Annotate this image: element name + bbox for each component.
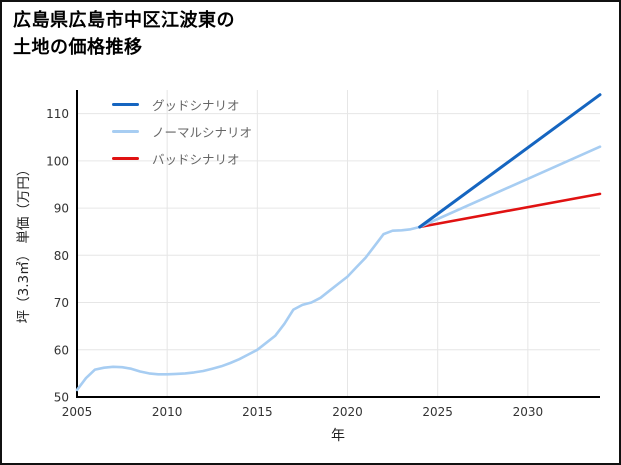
bad-scenario-line (418, 192, 602, 229)
good-scenario-line (418, 93, 602, 229)
good-scenario-line-swatch (112, 102, 139, 106)
y-tick-label: 70 (54, 296, 69, 310)
y-tick-label: 100 (46, 154, 69, 168)
legend-label-normal-scenario: ノーマルシナリオ (152, 124, 253, 140)
y-tick-label: 80 (54, 249, 69, 263)
x-axis-label: 年 (331, 428, 345, 444)
bad-scenario-line-swatch (112, 156, 139, 160)
x-tick-label: 2010 (152, 405, 183, 419)
legend-label-good-scenario: グッドシナリオ (152, 97, 240, 113)
normal-scenario-line-swatch (112, 129, 139, 133)
chart-legend: グッドシナリオ ノーマルシナリオ バッドシナリオ (112, 95, 252, 167)
legend-item-bad-scenario: バッドシナリオ (112, 149, 252, 167)
x-tick-label: 2005 (62, 405, 93, 419)
x-tick-label: 2015 (242, 405, 273, 419)
chart-title: 広島県広島市中区江波東の 土地の価格推移 (13, 10, 235, 58)
legend-label-bad-scenario: バッドシナリオ (152, 151, 240, 167)
y-axis-label: 坪（3.3㎡） 単価（万円） (16, 162, 32, 324)
y-tick-label: 110 (46, 107, 69, 121)
x-tick-label: 2025 (422, 405, 453, 419)
y-tick-label: 50 (54, 391, 69, 405)
legend-item-normal-scenario: ノーマルシナリオ (112, 122, 252, 140)
legend-item-good-scenario: グッドシナリオ (112, 95, 252, 113)
normal-scenario-line (418, 145, 602, 229)
y-tick-label: 90 (54, 202, 69, 216)
x-tick-label: 2030 (513, 405, 544, 419)
x-tick-label: 2020 (332, 405, 363, 419)
history-price-line (75, 225, 422, 392)
y-tick-label: 60 (54, 343, 69, 357)
